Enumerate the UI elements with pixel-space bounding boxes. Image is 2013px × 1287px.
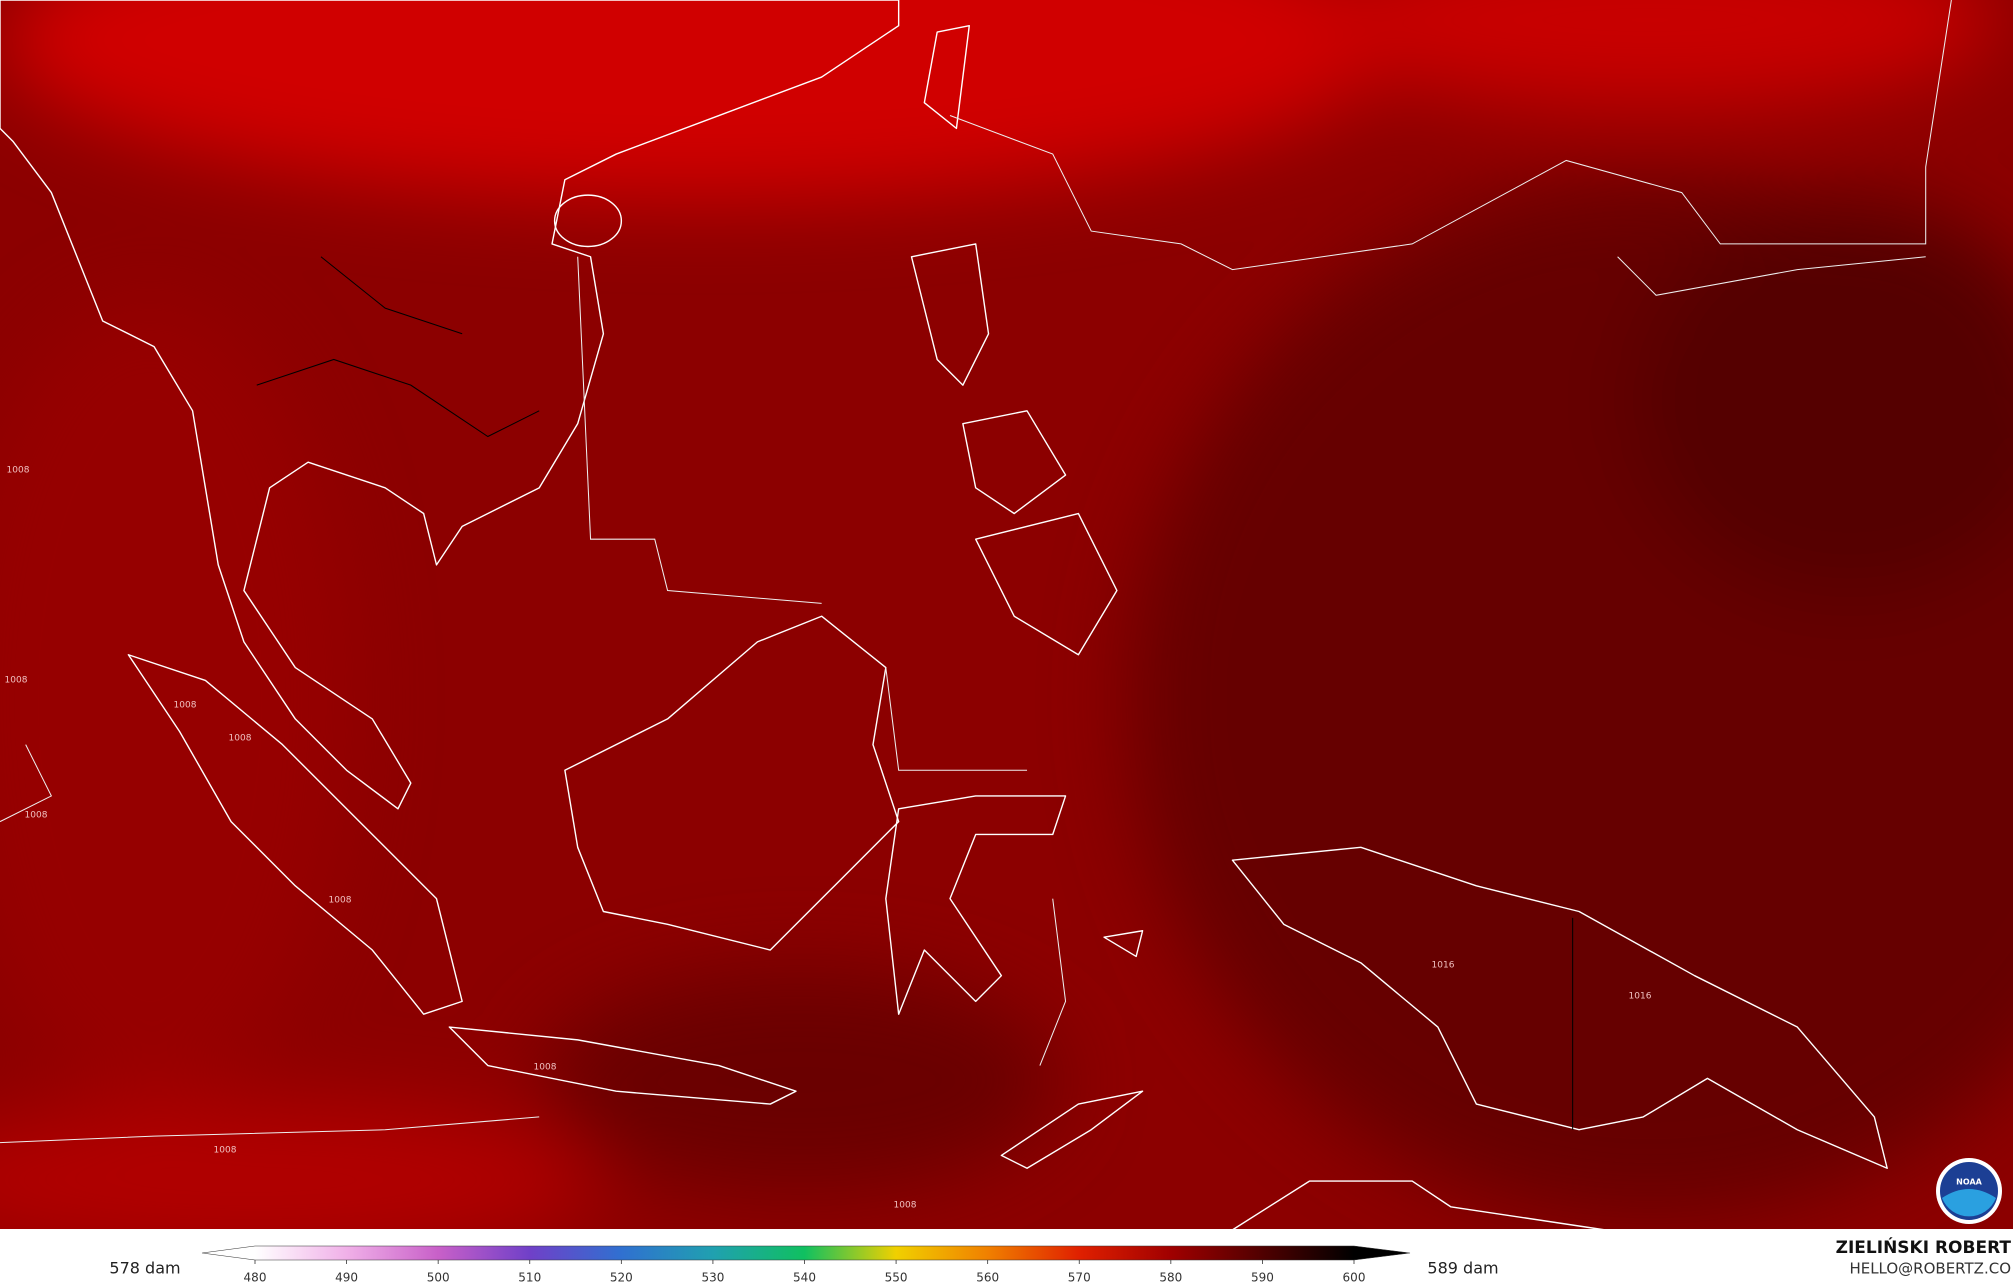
contour-label: 1016 [1432, 961, 1455, 971]
contour-label: 1008 [534, 1063, 557, 1073]
colorbar-tick-label: 600 [1343, 1271, 1366, 1285]
colorbar-tick-label: 550 [885, 1271, 908, 1285]
colorbar-tick-label: 530 [701, 1271, 724, 1285]
colorbar-tick-label: 480 [244, 1271, 267, 1285]
colorbar-tick-label: 570 [1068, 1271, 1091, 1285]
author: ZIELIŃSKI ROBERT [1836, 1236, 2012, 1258]
colorbar-tick-label: 520 [610, 1271, 633, 1285]
contour-label: 1016 [1629, 992, 1652, 1002]
left-label: 578 dam [109, 1259, 180, 1278]
contour-label: 1008 [894, 1201, 917, 1211]
colorbar-tick-label: 500 [427, 1271, 450, 1285]
legend-bar: 578 dam 589 dam ZIELIŃSKI ROBERT HELLO@R… [0, 1229, 2013, 1287]
contour-label: 1008 [5, 676, 28, 686]
contour-label: 1008 [214, 1146, 237, 1156]
colorbar-tick-label: 580 [1159, 1271, 1182, 1285]
contour-label: 1008 [174, 701, 197, 711]
colorbar-tick-label: 590 [1251, 1271, 1274, 1285]
colorbar [201, 1245, 1411, 1261]
contour-label: 1008 [25, 811, 48, 821]
contour-labels: 1008 1008 1008 1008 1008 1008 1008 1008 1008 1016… [5, 466, 1652, 1211]
map-field [0, 0, 2013, 1260]
contour-label: 1008 [329, 896, 352, 906]
colorbar-tick-label: 540 [793, 1271, 816, 1285]
colorbar-tick-label: 510 [518, 1271, 541, 1285]
contour-label: 1008 [229, 734, 252, 744]
contour-label: 1008 [7, 466, 30, 476]
colorbar-tick-label: 490 [335, 1271, 358, 1285]
coastlines [0, 0, 1952, 1169]
contact: HELLO@ROBERTZ.CO [1849, 1260, 2011, 1278]
right-label: 589 dam [1427, 1259, 1498, 1278]
colorbar-tick-label: 560 [976, 1271, 999, 1285]
noaa-logo: NOAA [1936, 1158, 2002, 1224]
logo-text: NOAA [1956, 1178, 1982, 1187]
